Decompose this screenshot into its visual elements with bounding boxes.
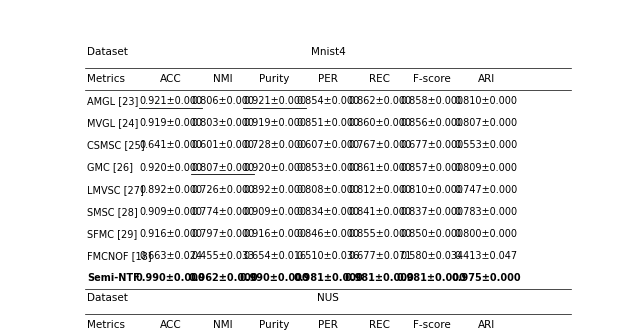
Text: 0.810±0.000: 0.810±0.000 bbox=[455, 96, 518, 106]
Text: 0.909±0.000: 0.909±0.000 bbox=[243, 207, 306, 217]
Text: NMI: NMI bbox=[213, 74, 233, 84]
Text: 0.607±0.000: 0.607±0.000 bbox=[296, 141, 360, 150]
Text: 0.962±0.000: 0.962±0.000 bbox=[188, 273, 258, 283]
Text: Metrics: Metrics bbox=[88, 74, 125, 84]
Text: 0.834±0.000: 0.834±0.000 bbox=[296, 207, 360, 217]
Text: 0.892±0.000: 0.892±0.000 bbox=[243, 185, 307, 195]
Text: Purity: Purity bbox=[259, 74, 290, 84]
Text: Dataset: Dataset bbox=[88, 293, 128, 303]
Text: 0.774±0.000: 0.774±0.000 bbox=[191, 207, 255, 217]
Text: 0.808±0.000: 0.808±0.000 bbox=[296, 185, 360, 195]
Text: 0.677±0.071: 0.677±0.071 bbox=[348, 251, 412, 261]
Text: 0.641±0.000: 0.641±0.000 bbox=[140, 141, 202, 150]
Text: REC: REC bbox=[369, 74, 390, 84]
Text: 0.981±0.000: 0.981±0.000 bbox=[345, 273, 415, 283]
Text: Metrics: Metrics bbox=[88, 320, 125, 330]
Text: 0.990±0.000: 0.990±0.000 bbox=[240, 273, 310, 283]
Text: 0.510±0.036: 0.510±0.036 bbox=[296, 251, 360, 261]
Text: 0.413±0.047: 0.413±0.047 bbox=[454, 251, 518, 261]
Text: 0.797±0.000: 0.797±0.000 bbox=[191, 229, 255, 239]
Text: Dataset: Dataset bbox=[88, 47, 128, 57]
Text: F-score: F-score bbox=[413, 320, 451, 330]
Text: 0.663±0.024: 0.663±0.024 bbox=[140, 251, 202, 261]
Text: 0.892±0.000: 0.892±0.000 bbox=[140, 185, 202, 195]
Text: 0.920±0.000: 0.920±0.000 bbox=[243, 163, 307, 173]
Text: 0.860±0.000: 0.860±0.000 bbox=[348, 118, 411, 128]
Text: F-score: F-score bbox=[413, 74, 451, 84]
Text: 0.857±0.000: 0.857±0.000 bbox=[400, 163, 463, 173]
Text: 0.767±0.000: 0.767±0.000 bbox=[348, 141, 412, 150]
Text: 0.806±0.000: 0.806±0.000 bbox=[191, 96, 254, 106]
Text: 0.580±0.034: 0.580±0.034 bbox=[400, 251, 463, 261]
Text: 0.841±0.000: 0.841±0.000 bbox=[348, 207, 411, 217]
Text: AMGL [23]: AMGL [23] bbox=[88, 96, 139, 106]
Text: NMI: NMI bbox=[213, 320, 233, 330]
Text: ARI: ARI bbox=[477, 74, 495, 84]
Text: 0.856±0.000: 0.856±0.000 bbox=[400, 118, 463, 128]
Text: 0.920±0.000: 0.920±0.000 bbox=[140, 163, 202, 173]
Text: SFMC [29]: SFMC [29] bbox=[88, 229, 138, 239]
Text: 0.601±0.000: 0.601±0.000 bbox=[191, 141, 254, 150]
Text: 0.809±0.000: 0.809±0.000 bbox=[455, 163, 518, 173]
Text: 0.810±0.000: 0.810±0.000 bbox=[400, 185, 463, 195]
Text: 0.728±0.000: 0.728±0.000 bbox=[243, 141, 307, 150]
Text: 0.812±0.000: 0.812±0.000 bbox=[348, 185, 411, 195]
Text: 0.837±0.000: 0.837±0.000 bbox=[400, 207, 463, 217]
Text: 0.916±0.000: 0.916±0.000 bbox=[140, 229, 202, 239]
Text: Purity: Purity bbox=[259, 320, 290, 330]
Text: 0.862±0.000: 0.862±0.000 bbox=[348, 96, 411, 106]
Text: 0.919±0.000: 0.919±0.000 bbox=[243, 118, 306, 128]
Text: 0.981±0.000: 0.981±0.000 bbox=[397, 273, 467, 283]
Text: 0.855±0.000: 0.855±0.000 bbox=[348, 229, 412, 239]
Text: 0.909±0.000: 0.909±0.000 bbox=[140, 207, 202, 217]
Text: 0.916±0.000: 0.916±0.000 bbox=[243, 229, 306, 239]
Text: 0.861±0.000: 0.861±0.000 bbox=[348, 163, 411, 173]
Text: 0.846±0.000: 0.846±0.000 bbox=[296, 229, 360, 239]
Text: 0.850±0.000: 0.850±0.000 bbox=[400, 229, 463, 239]
Text: 0.807±0.000: 0.807±0.000 bbox=[454, 118, 518, 128]
Text: MVGL [24]: MVGL [24] bbox=[88, 118, 139, 128]
Text: FMCNOF [18]: FMCNOF [18] bbox=[88, 251, 152, 261]
Text: 0.853±0.000: 0.853±0.000 bbox=[296, 163, 360, 173]
Text: 0.654±0.016: 0.654±0.016 bbox=[243, 251, 307, 261]
Text: 0.726±0.000: 0.726±0.000 bbox=[191, 185, 255, 195]
Text: 0.919±0.000: 0.919±0.000 bbox=[140, 118, 202, 128]
Text: 0.921±0.000: 0.921±0.000 bbox=[140, 96, 202, 106]
Text: REC: REC bbox=[369, 320, 390, 330]
Text: 0.455±0.033: 0.455±0.033 bbox=[191, 251, 255, 261]
Text: ACC: ACC bbox=[160, 74, 182, 84]
Text: Semi-NTF: Semi-NTF bbox=[88, 273, 140, 283]
Text: PER: PER bbox=[318, 320, 338, 330]
Text: 0.747±0.000: 0.747±0.000 bbox=[454, 185, 518, 195]
Text: Mnist4: Mnist4 bbox=[310, 47, 346, 57]
Text: 0.981±0.000: 0.981±0.000 bbox=[293, 273, 363, 283]
Text: 0.851±0.000: 0.851±0.000 bbox=[296, 118, 360, 128]
Text: ARI: ARI bbox=[477, 320, 495, 330]
Text: 0.677±0.000: 0.677±0.000 bbox=[400, 141, 463, 150]
Text: 0.803±0.000: 0.803±0.000 bbox=[191, 118, 254, 128]
Text: 0.921±0.000: 0.921±0.000 bbox=[243, 96, 307, 106]
Text: CSMSC [25]: CSMSC [25] bbox=[88, 141, 145, 150]
Text: GMC [26]: GMC [26] bbox=[88, 163, 134, 173]
Text: 0.783±0.000: 0.783±0.000 bbox=[454, 207, 518, 217]
Text: 0.553±0.000: 0.553±0.000 bbox=[454, 141, 518, 150]
Text: 0.858±0.000: 0.858±0.000 bbox=[400, 96, 463, 106]
Text: NUS: NUS bbox=[317, 293, 339, 303]
Text: 0.800±0.000: 0.800±0.000 bbox=[455, 229, 518, 239]
Text: ACC: ACC bbox=[160, 320, 182, 330]
Text: 0.807±0.000: 0.807±0.000 bbox=[191, 163, 255, 173]
Text: 0.854±0.000: 0.854±0.000 bbox=[296, 96, 360, 106]
Text: PER: PER bbox=[318, 74, 338, 84]
Text: 0.990±0.000: 0.990±0.000 bbox=[136, 273, 205, 283]
Text: 0.975±0.000: 0.975±0.000 bbox=[451, 273, 521, 283]
Text: LMVSC [27]: LMVSC [27] bbox=[88, 185, 144, 195]
Text: SMSC [28]: SMSC [28] bbox=[88, 207, 138, 217]
